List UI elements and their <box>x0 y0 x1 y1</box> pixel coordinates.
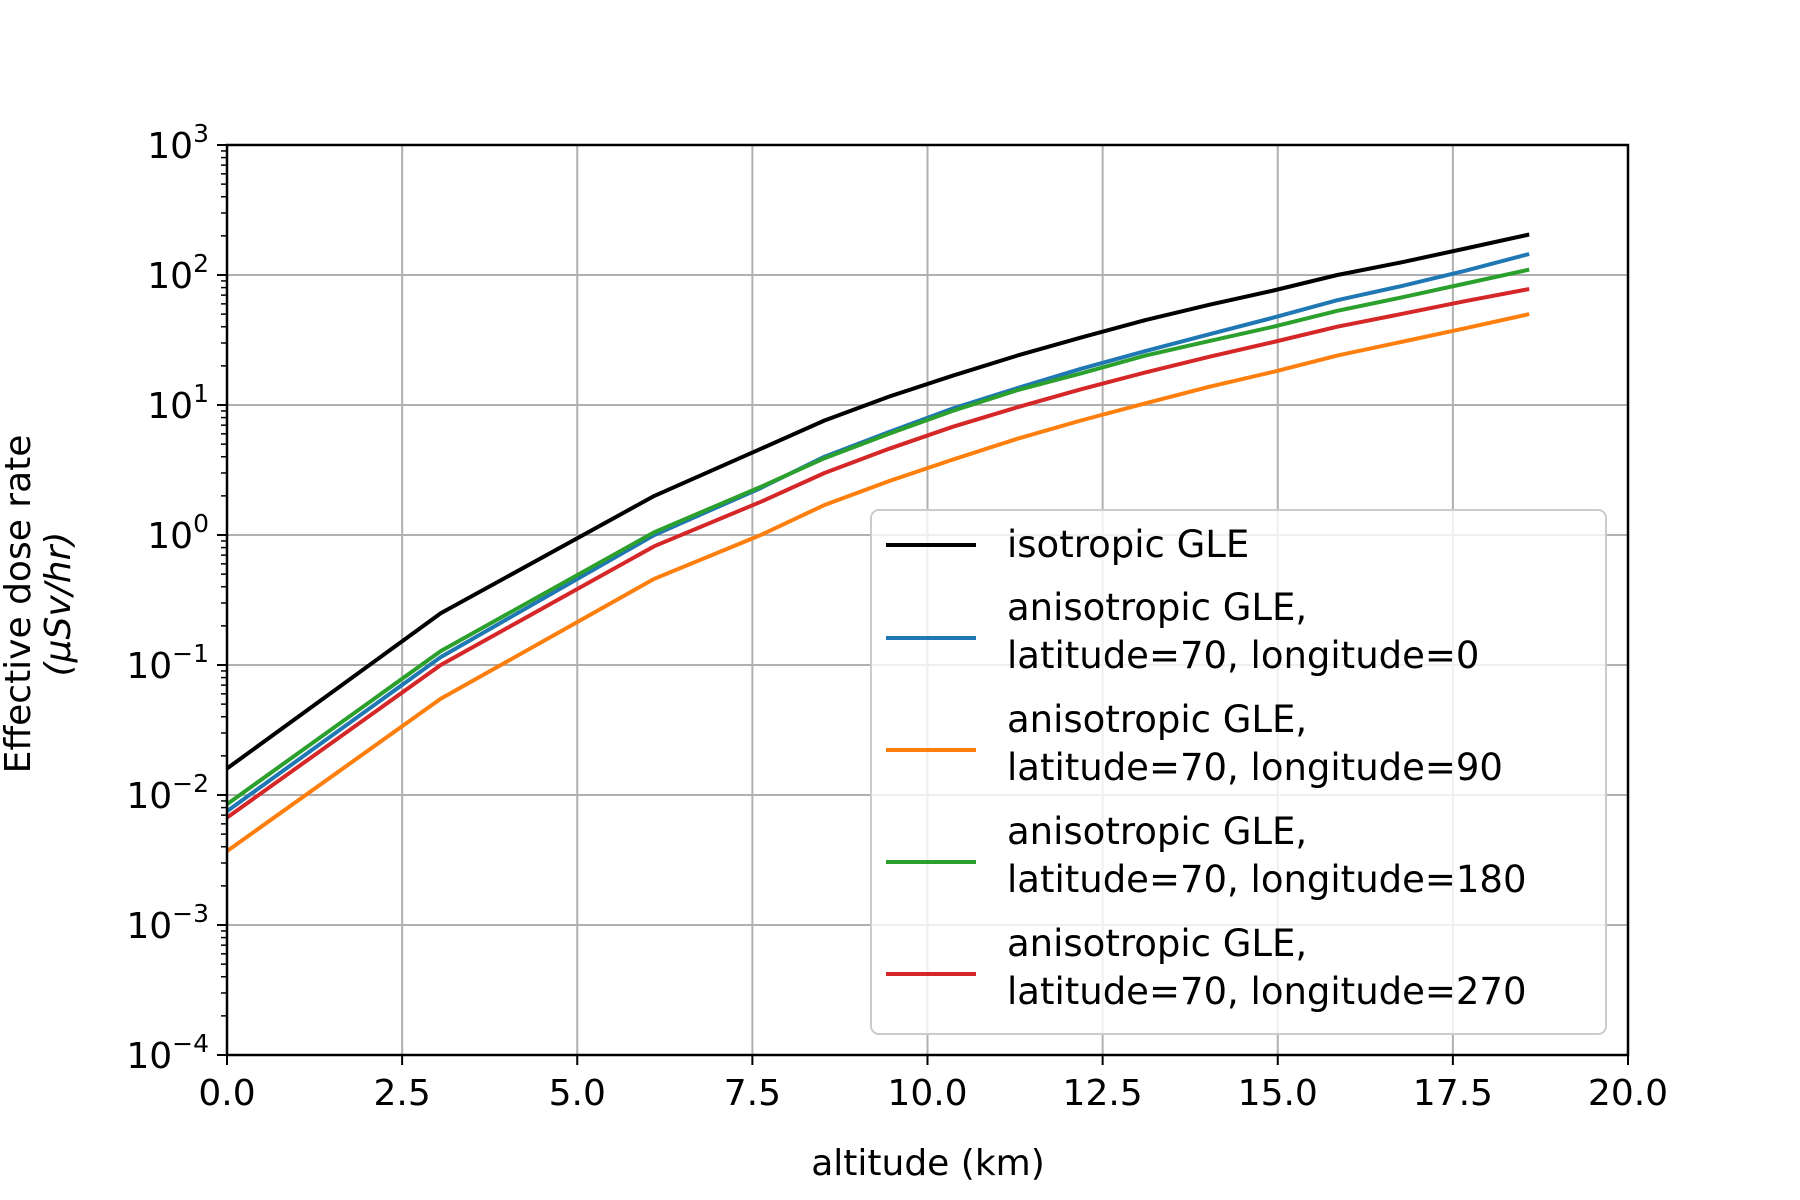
legend-label-4: anisotropic GLE, <box>1007 922 1307 965</box>
y-tick-label: 10−1 <box>126 639 209 687</box>
x-tick-label: 12.5 <box>1063 1073 1143 1114</box>
legend-label-2: latitude=70, longitude=90 <box>1007 746 1503 789</box>
y-axis-label-line1: Effective dose rate <box>0 435 39 774</box>
y-ticks: 10−4 10−3 10−2 10−1 100 101 102 103 <box>126 119 227 1077</box>
y-tick-label: 100 <box>147 509 209 557</box>
legend-label-3: latitude=70, longitude=180 <box>1007 858 1527 901</box>
series-line-2 <box>225 312 1530 853</box>
x-tick-label: 5.0 <box>549 1073 606 1114</box>
y-axis-label-line2: (μSv/hr) <box>38 532 79 677</box>
x-tick-label: 0.0 <box>198 1073 255 1114</box>
x-tick-label: 2.5 <box>373 1073 430 1114</box>
x-tick-label: 20.0 <box>1588 1073 1668 1114</box>
legend-label-1: anisotropic GLE, <box>1007 586 1307 629</box>
x-ticks: 0.0 2.5 5.0 7.5 10.0 12.5 15.0 17.5 20.0 <box>198 1055 1668 1114</box>
y-tick-label: 10−4 <box>126 1029 209 1077</box>
legend-label-2: anisotropic GLE, <box>1007 698 1307 741</box>
y-axis-label: Effective dose rate (μSv/hr) <box>0 435 79 774</box>
series-lines <box>225 232 1530 853</box>
x-axis-label: altitude (km) <box>811 1143 1045 1184</box>
y-tick-label: 103 <box>147 119 209 167</box>
legend-label-1: latitude=70, longitude=0 <box>1007 634 1479 677</box>
y-tick-label: 10−3 <box>126 899 209 947</box>
series-line-4 <box>225 287 1530 820</box>
legend-label-3: anisotropic GLE, <box>1007 810 1307 853</box>
y-tick-label: 101 <box>147 379 209 427</box>
x-tick-label: 17.5 <box>1413 1073 1493 1114</box>
y-tick-label: 102 <box>147 249 209 297</box>
legend-label-0: isotropic GLE <box>1007 523 1249 566</box>
series-line-0 <box>225 232 1530 771</box>
x-tick-label: 7.5 <box>724 1073 781 1114</box>
x-tick-label: 15.0 <box>1238 1073 1318 1114</box>
legend-label-4: latitude=70, longitude=270 <box>1007 970 1527 1013</box>
y-tick-label: 10−2 <box>126 769 209 817</box>
x-tick-label: 10.0 <box>887 1073 967 1114</box>
series-line-3 <box>225 267 1530 806</box>
legend: isotropic GLE anisotropic GLE, latitude=70… <box>870 509 1607 1035</box>
legend-box <box>870 509 1607 1035</box>
